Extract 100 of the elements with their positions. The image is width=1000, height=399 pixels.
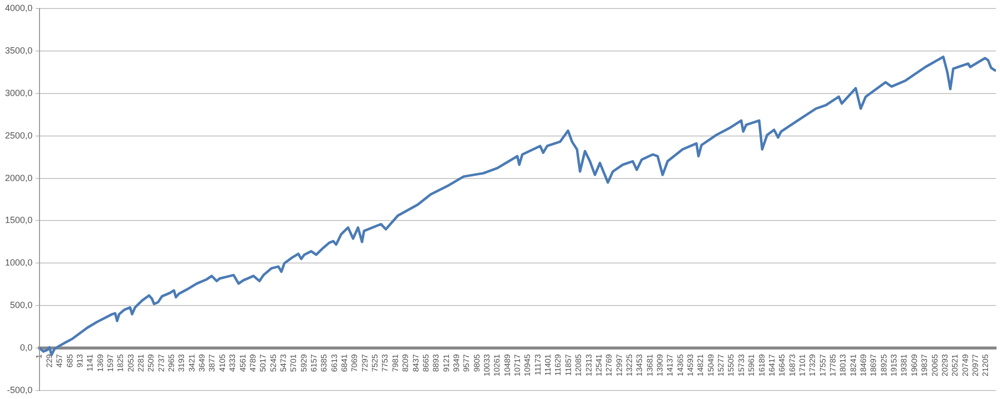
x-tick-label: 17557 bbox=[818, 354, 828, 376]
x-tick-label: 4333 bbox=[228, 354, 238, 372]
x-tick-label: 12541 bbox=[594, 354, 604, 376]
x-tick-label: 14137 bbox=[666, 354, 675, 376]
x-tick-label: 16417 bbox=[767, 354, 776, 376]
x-tick-label: 6385 bbox=[320, 354, 329, 372]
x-tick-label: 2737 bbox=[156, 354, 166, 372]
x-tick-label: 15277 bbox=[716, 354, 726, 376]
y-tick-label: 500,0 bbox=[10, 300, 33, 310]
y-tick-label: 2000,0 bbox=[4, 172, 33, 183]
x-tick-label: 7981 bbox=[390, 354, 400, 372]
x-tick-label: 3421 bbox=[187, 354, 196, 372]
x-tick-label: 2965 bbox=[167, 354, 176, 372]
y-tick-label: 2500,0 bbox=[4, 130, 33, 140]
x-tick-label: 7753 bbox=[380, 354, 390, 372]
x-tick-label: 13453 bbox=[635, 354, 644, 376]
x-tick-label: 229 bbox=[44, 354, 54, 368]
y-tick-label: 3500,0 bbox=[4, 45, 33, 56]
x-tick-label: 14365 bbox=[676, 354, 685, 376]
x-tick-label: 14821 bbox=[696, 354, 706, 376]
x-tick-label: 17329 bbox=[808, 354, 818, 376]
x-tick-label: 18469 bbox=[859, 354, 868, 376]
x-tick-label: 11401 bbox=[544, 354, 553, 376]
x-tick-label: 913 bbox=[75, 354, 84, 368]
x-tick-label: 5245 bbox=[268, 354, 278, 372]
x-tick-label: 9805 bbox=[472, 354, 482, 372]
x-tick-label: 21205 bbox=[981, 354, 990, 376]
y-tick-label: -500,0 bbox=[6, 385, 33, 396]
y-tick-label: 1000,0 bbox=[4, 258, 33, 268]
y-tick-label: 1500,0 bbox=[4, 215, 33, 226]
x-tick-label: 15049 bbox=[706, 354, 716, 376]
x-tick-label: 1369 bbox=[96, 354, 105, 372]
x-tick-label: 18925 bbox=[879, 354, 888, 376]
x-tick-label: 10033 bbox=[482, 354, 492, 376]
x-tick-label: 14593 bbox=[686, 354, 696, 376]
x-tick-label: 12313 bbox=[584, 354, 594, 376]
x-tick-label: 12769 bbox=[604, 354, 614, 376]
x-tick-label: 9349 bbox=[452, 354, 461, 372]
x-tick-label: 5929 bbox=[299, 354, 308, 372]
x-tick-label: 15505 bbox=[726, 354, 736, 376]
x-tick-label: 2281 bbox=[136, 354, 146, 372]
x-tick-label: 7069 bbox=[350, 354, 360, 372]
x-tick-label: 18697 bbox=[869, 354, 878, 376]
x-tick-label: 20065 bbox=[930, 354, 940, 376]
x-tick-label: 3193 bbox=[177, 354, 186, 372]
x-tick-label: 11173 bbox=[533, 354, 542, 376]
x-tick-label: 20977 bbox=[970, 354, 980, 376]
x-tick-label: 6157 bbox=[310, 354, 318, 372]
x-tick-label: 8665 bbox=[421, 354, 430, 372]
x-tick-label: 12085 bbox=[574, 354, 584, 376]
x-tick-label: 8893 bbox=[432, 354, 441, 372]
x-tick-label: 13909 bbox=[656, 354, 665, 376]
x-tick-label: 4105 bbox=[218, 354, 227, 372]
x-tick-label: 10489 bbox=[502, 354, 512, 376]
x-tick-label: 2509 bbox=[146, 354, 156, 372]
x-tick-label: 18013 bbox=[838, 354, 848, 376]
x-tick-label: 4789 bbox=[248, 354, 258, 372]
x-tick-label: 9121 bbox=[442, 354, 451, 372]
x-tick-label: 7525 bbox=[370, 354, 380, 372]
x-tick-label: 1825 bbox=[116, 354, 126, 372]
x-tick-label: 10945 bbox=[523, 354, 532, 376]
x-tick-label: 11857 bbox=[564, 354, 573, 376]
x-tick-label: 13681 bbox=[645, 354, 654, 376]
x-tick-label: 6841 bbox=[340, 354, 350, 372]
x-tick-label: 12997 bbox=[614, 354, 624, 376]
x-tick-label: 3877 bbox=[208, 354, 217, 372]
x-tick-label: 10261 bbox=[492, 354, 502, 376]
x-tick-label: 1141 bbox=[86, 354, 95, 372]
x-tick-label: 1597 bbox=[106, 354, 115, 372]
x-tick-label: 19381 bbox=[900, 354, 909, 376]
x-tick-label: 19837 bbox=[920, 354, 930, 376]
x-tick-label: 3649 bbox=[198, 354, 207, 372]
x-tick-label: 15733 bbox=[736, 354, 746, 376]
x-tick-label: 7297 bbox=[360, 354, 370, 372]
x-tick-label: 19609 bbox=[910, 354, 919, 376]
x-tick-label: 20749 bbox=[960, 354, 970, 376]
x-tick-label: 6613 bbox=[330, 354, 339, 372]
y-tick-label: 4000,0 bbox=[4, 2, 33, 13]
y-tick-label: 0,0 bbox=[20, 342, 33, 353]
x-tick-label: 16645 bbox=[778, 354, 787, 376]
x-tick-label: 457 bbox=[55, 354, 64, 368]
x-tick-label: 16189 bbox=[757, 354, 766, 376]
x-tick-label: 2053 bbox=[126, 354, 136, 372]
x-tick-label: 20293 bbox=[940, 354, 950, 376]
x-tick-label: 15961 bbox=[747, 354, 756, 376]
x-tick-label: 685 bbox=[65, 354, 74, 368]
x-tick-label: 8437 bbox=[411, 354, 420, 372]
x-tick-label: 18241 bbox=[848, 354, 858, 376]
x-tick-label: 20521 bbox=[950, 354, 960, 376]
x-tick-label: 16873 bbox=[788, 354, 797, 376]
x-tick-label: 19153 bbox=[890, 354, 899, 376]
x-tick-label: 8209 bbox=[401, 354, 410, 372]
x-tick-label: 9577 bbox=[462, 354, 472, 372]
x-tick-label: 4561 bbox=[238, 354, 248, 372]
x-tick-label: 13225 bbox=[624, 354, 634, 376]
x-tick-label: 10717 bbox=[513, 354, 522, 376]
x-tick-label: 17101 bbox=[798, 354, 807, 376]
x-tick-label: 5473 bbox=[278, 354, 288, 372]
x-tick-label: 11629 bbox=[554, 354, 563, 376]
x-tick-label: 5017 bbox=[258, 354, 268, 372]
